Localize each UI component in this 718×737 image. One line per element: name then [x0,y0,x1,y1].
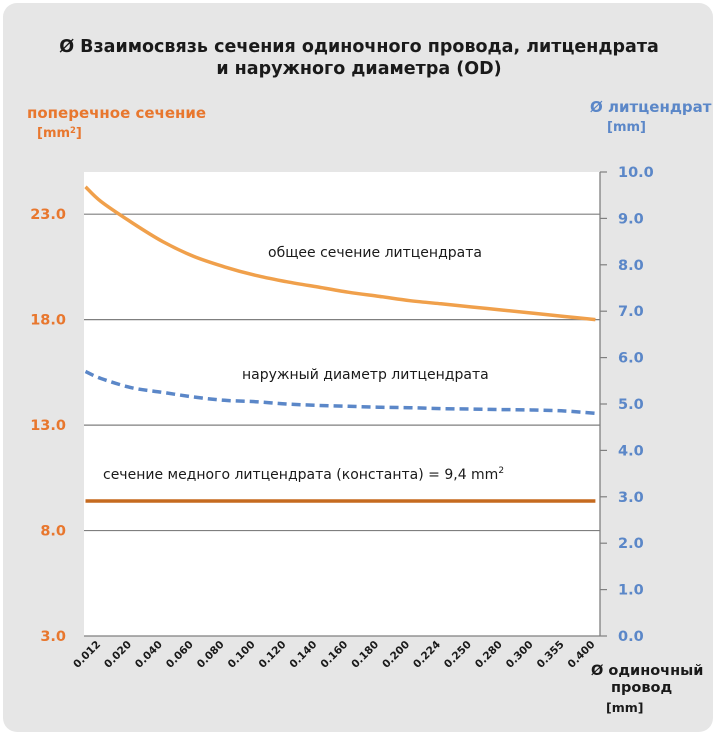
y-right-tick-label: 3.0 [618,490,644,506]
y-right-tick-label: 6.0 [618,351,644,367]
annotation-copper-cross-section: сечение медного литцендрата (константа) … [103,466,504,483]
x-tick-label: 0.180 [349,639,381,671]
x-tick-label: 0.100 [226,639,258,671]
x-tick-label: 0.355 [535,639,567,671]
y-left-tick-label: 18.0 [30,313,66,329]
x-tick-label: 0.200 [380,639,412,671]
x-tick-label: 0.250 [442,639,474,671]
y-right-tick-label: 9.0 [618,211,644,227]
x-tick-label: 0.060 [164,639,196,671]
x-axis-unit: [mm] [606,700,644,715]
x-tick-label: 0.020 [102,639,134,671]
series-line-0 [84,185,596,322]
y-right-axis-label: Ø литцендрат [590,98,712,116]
y-right-tick-label: 4.0 [618,443,644,459]
chart-title-line1: Ø Взаимосвязь сечения одиночного провода… [59,37,659,57]
chart-title: Ø Взаимосвязь сечения одиночного провода… [0,36,718,80]
y-right-axis-unit: [mm] [607,120,646,135]
annotation-total-cross-section: общее сечение литцендрата [268,245,482,261]
y-left-tick-label: 8.0 [40,524,66,540]
plot-area [84,172,600,636]
x-tick-label: 0.140 [287,639,319,671]
x-tick-label: 0.280 [473,639,505,671]
annotation-outer-diameter: наружный диаметр литцендрата [242,367,489,383]
y-right-tick-label: 0.0 [618,629,644,645]
x-tick-label: 0.080 [195,639,227,671]
y-right-tick-label: 1.0 [618,583,644,599]
y-right-tick-label: 7.0 [618,304,644,320]
y-left-axis-label: поперечное сечение [27,104,207,122]
x-tick-label: 0.040 [133,639,165,671]
chart-title-line2: и наружного диаметра (OD) [216,59,502,79]
y-right-tick-label: 2.0 [618,536,644,552]
y-left-tick-label: 23.0 [30,207,66,223]
x-tick-label: 0.224 [411,639,443,671]
x-tick-label: 0.400 [566,639,598,671]
x-tick-label: 0.300 [504,639,536,671]
x-tick-label: 0.012 [71,639,103,671]
y-left-tick-label: 13.0 [30,418,66,434]
x-tick-label: 0.160 [318,639,350,671]
x-tick-label: 0.120 [257,639,289,671]
y-right-tick-label: 10.0 [618,165,654,181]
y-right-tick-label: 5.0 [618,397,644,413]
y-left-tick-label: 3.0 [40,629,66,645]
y-right-tick-label: 8.0 [618,258,644,274]
series-line-1 [84,369,596,416]
x-axis-label: Ø одиночный провод [591,663,704,696]
y-left-axis-unit: [mm2] [37,124,82,141]
